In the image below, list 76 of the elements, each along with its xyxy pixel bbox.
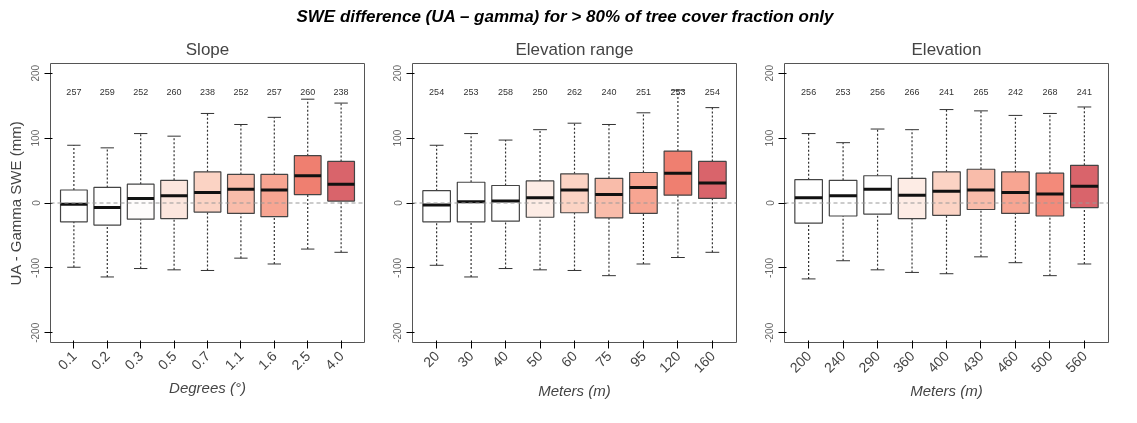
annotation: 241 xyxy=(1076,86,1092,97)
chart-title: Slope xyxy=(185,39,230,59)
annotation: 251 xyxy=(635,86,651,97)
x-tick-label: 360 xyxy=(889,347,918,376)
x-tick-label: 60 xyxy=(557,347,581,371)
y-tick-label: 200 xyxy=(764,64,776,82)
x-tick-label: 30 xyxy=(454,347,477,371)
annotation: 254 xyxy=(704,86,720,97)
annotation: 256 xyxy=(870,86,886,97)
annotation: 252 xyxy=(133,86,149,97)
x-tick-label: 1.6 xyxy=(254,347,281,373)
annotation: 238 xyxy=(333,86,349,97)
y-axis-title: UA - Gamma SWE (mm) xyxy=(6,121,24,286)
annotation: 242 xyxy=(1007,86,1023,97)
annotation: 268 xyxy=(1042,86,1058,97)
y-tick-label: 100 xyxy=(764,129,776,147)
annotation: 256 xyxy=(801,86,817,97)
x-tick-label: 400 xyxy=(924,347,953,376)
x-tick-label: 0.7 xyxy=(188,347,214,373)
x-tick-label: 500 xyxy=(1027,347,1056,376)
annotation: 266 xyxy=(904,86,920,97)
annotation: 254 xyxy=(429,86,445,97)
x-tick-label: 200 xyxy=(786,347,815,376)
x-tick-label: 75 xyxy=(592,347,615,371)
x-tick-label: 160 xyxy=(690,347,719,376)
x-tick-label: 290 xyxy=(855,347,884,376)
x-tick-label: 120 xyxy=(655,347,684,376)
y-tick-label: 0 xyxy=(392,199,404,206)
x-axis-title: Meters (m) xyxy=(538,382,611,400)
y-tick-label: -200 xyxy=(392,322,404,343)
x-tick-label: 0.3 xyxy=(121,347,147,373)
annotation: 240 xyxy=(601,86,617,97)
x-tick-label: 0.2 xyxy=(87,347,114,373)
y-tick-label: 0 xyxy=(30,199,42,206)
x-tick-label: 95 xyxy=(626,347,650,371)
y-tick-label: 100 xyxy=(30,129,42,147)
chart-title: Elevation xyxy=(911,39,982,59)
y-tick-label: 100 xyxy=(392,129,404,147)
x-axis-title: Degrees (°) xyxy=(169,379,246,397)
annotation: 258 xyxy=(498,86,514,97)
annotation: 259 xyxy=(99,86,115,97)
x-tick-label: 240 xyxy=(820,347,849,376)
text: SWE difference (UA – gamma) for > 80% of tree cover fraction only xyxy=(295,6,835,28)
x-tick-label: 460 xyxy=(993,347,1022,376)
y-tick-label: 0 xyxy=(764,199,776,206)
y-tick-label: -100 xyxy=(392,257,404,278)
annotation: 252 xyxy=(233,86,249,97)
y-tick-label: -200 xyxy=(764,322,776,343)
x-tick-label: 2.5 xyxy=(288,347,314,373)
annotation: 250 xyxy=(532,86,548,97)
annotation: 260 xyxy=(166,86,182,97)
y-tick-label: -200 xyxy=(30,322,42,343)
annotation: 265 xyxy=(973,86,989,97)
y-tick-label: -100 xyxy=(764,257,776,278)
annotation: 257 xyxy=(66,86,82,97)
x-tick-label: 0.5 xyxy=(154,347,180,373)
x-tick-label: 430 xyxy=(958,347,987,376)
x-axis-title: Meters (m) xyxy=(910,382,983,400)
annotation: 253 xyxy=(463,86,479,97)
x-tick-label: 560 xyxy=(1062,347,1091,376)
x-tick-label: 40 xyxy=(488,347,512,371)
x-tick-label: 50 xyxy=(523,347,546,371)
x-tick-label: 1.1 xyxy=(221,347,247,373)
x-tick-label: 20 xyxy=(419,347,443,371)
x-tick-label: 0.1 xyxy=(54,347,80,373)
annotation: 257 xyxy=(266,86,282,97)
annotation: 238 xyxy=(199,86,216,97)
y-tick-label: -100 xyxy=(30,257,42,278)
annotation: 262 xyxy=(566,86,583,97)
x-tick-label: 4.0 xyxy=(321,347,347,373)
annotation: 241 xyxy=(938,86,955,97)
annotation: 260 xyxy=(300,86,316,97)
y-tick-label: 200 xyxy=(30,64,42,82)
y-tick-label: 200 xyxy=(392,64,404,82)
annotation: 253 xyxy=(835,86,851,97)
chart-title: Elevation range xyxy=(515,39,634,59)
